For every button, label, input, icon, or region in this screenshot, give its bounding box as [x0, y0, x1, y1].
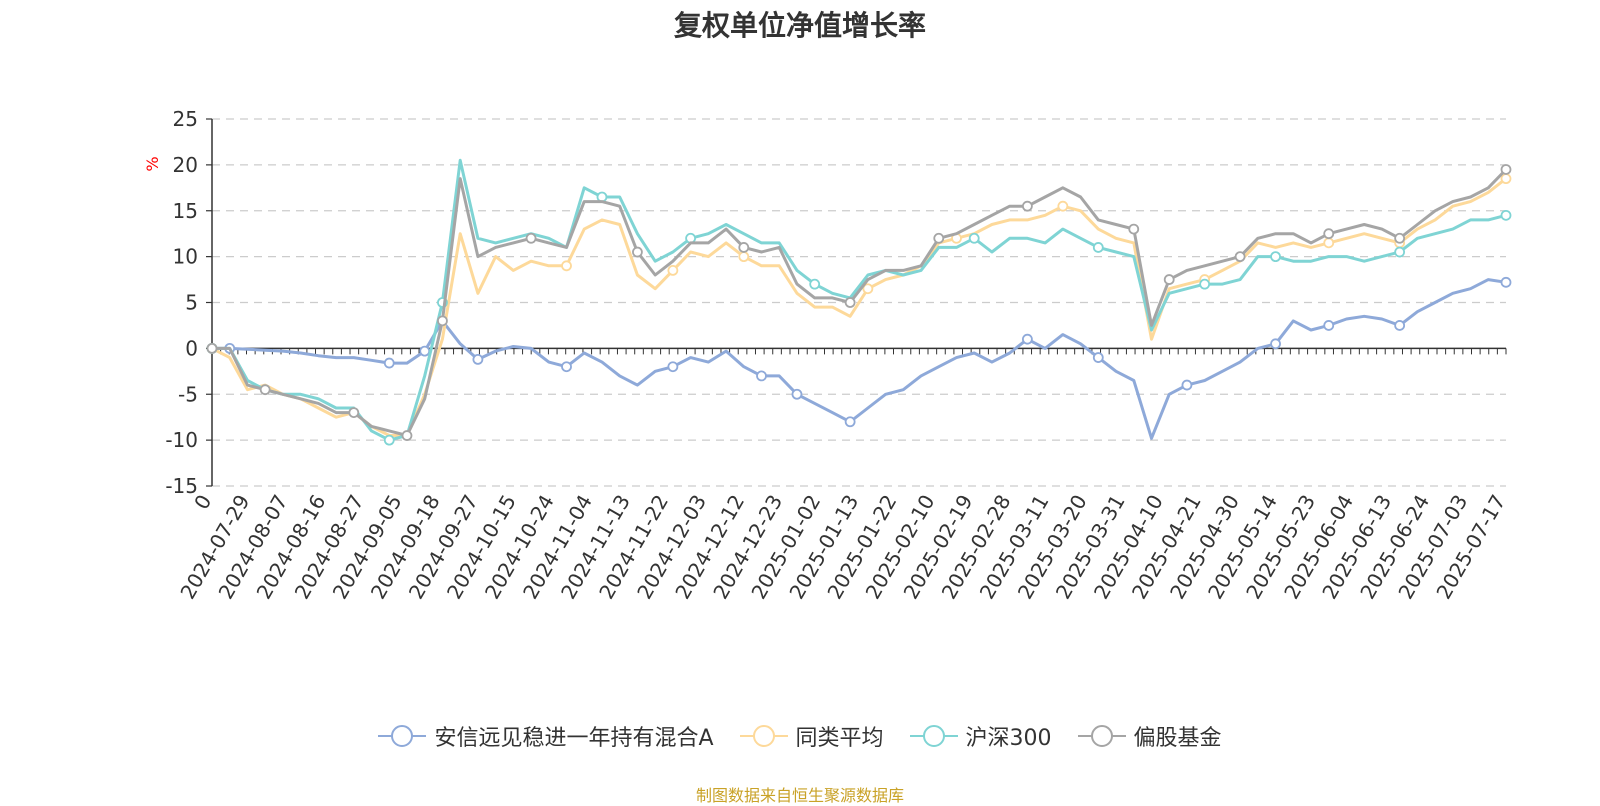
data-point-series-4 [259, 384, 271, 396]
series-line-1 [210, 278, 1508, 440]
legend-swatch-series-2 [739, 725, 788, 747]
data-point-series-4 [1128, 223, 1140, 235]
y-tick-label: -10 [165, 428, 198, 452]
data-point-series-3 [968, 232, 980, 244]
legend-label-series-4: 偏股基金 [1133, 726, 1222, 751]
data-point-series-4 [348, 407, 360, 419]
data-point-series-1 [1021, 333, 1033, 345]
data-point-series-2 [1057, 200, 1069, 212]
data-point-series-4 [738, 242, 750, 253]
legend-swatch-series-1 [378, 725, 427, 747]
data-point-series-4 [1394, 232, 1406, 244]
data-point-series-3 [383, 434, 395, 446]
chart-title: 复权单位净值增长率 [673, 9, 926, 42]
data-point-series-1 [1092, 352, 1104, 363]
legend-label-series-2: 同类平均 [795, 726, 884, 751]
legend-label-series-3: 沪深300 [965, 726, 1052, 751]
data-point-series-1 [756, 370, 767, 382]
y-tick-label: 10 [173, 245, 198, 269]
y-tick-label: 25 [173, 107, 198, 131]
legend-item-series-1[interactable]: 安信远见稳进一年持有混合A [378, 720, 714, 752]
data-point-series-3 [1270, 251, 1281, 263]
data-point-series-2 [667, 264, 679, 276]
data-point-series-1 [561, 361, 572, 373]
data-point-series-3 [1394, 246, 1406, 258]
data-point-series-1 [383, 357, 395, 369]
x-tick-label: 0 [189, 491, 216, 514]
legend-item-series-4[interactable]: 偏股基金 [1077, 720, 1222, 752]
series-line-2 [210, 177, 1508, 437]
data-point-series-4 [206, 342, 218, 354]
data-point-series-3 [809, 278, 821, 290]
legend-swatch-series-3 [909, 725, 958, 747]
y-tick-label: 20 [173, 153, 198, 177]
data-point-series-1 [1500, 276, 1512, 288]
y-tick-label: 5 [185, 291, 198, 315]
y-tick-label: -15 [165, 474, 198, 498]
data-point-series-1 [419, 345, 431, 357]
data-point-series-2 [561, 260, 572, 272]
data-point-series-2 [1323, 237, 1335, 249]
y-tick-label: -5 [178, 382, 198, 406]
data-point-series-4 [632, 246, 643, 258]
data-point-series-3 [1199, 278, 1211, 290]
axis-layer: -15-10-5051015202502024-07-292024-08-072… [165, 107, 1510, 603]
data-point-series-3 [1092, 242, 1104, 253]
data-point-series-4 [1163, 274, 1175, 285]
data-point-series-1 [667, 361, 679, 373]
legend-swatch-series-4 [1077, 725, 1126, 747]
data-point-series-4 [525, 232, 537, 244]
data-point-series-4 [1323, 228, 1335, 240]
y-tick-label: 15 [173, 199, 198, 223]
series-line-3 [210, 158, 1508, 442]
data-point-series-3 [1500, 209, 1512, 221]
data-point-series-4 [1500, 164, 1512, 175]
data-point-series-1 [1181, 379, 1193, 391]
data-point-series-4 [933, 232, 945, 244]
data-source-note: 制图数据来自恒生聚源数据库 [695, 786, 904, 805]
data-point-series-1 [1270, 338, 1281, 350]
data-point-series-1 [844, 416, 856, 428]
data-point-series-4 [844, 297, 856, 308]
data-point-series-4 [437, 315, 448, 327]
y-axis-unit-label: % [143, 156, 162, 171]
data-point-series-2 [1500, 173, 1512, 185]
series-layer [206, 158, 1512, 446]
data-point-series-1 [1394, 320, 1406, 331]
series-line-4 [210, 168, 1508, 437]
data-point-series-1 [1323, 320, 1335, 331]
data-point-series-4 [401, 430, 413, 441]
data-point-series-1 [791, 388, 803, 400]
legend-item-series-2[interactable]: 同类平均 [739, 720, 884, 752]
legend[interactable]: 安信远见稳进一年持有混合A 同类平均 沪深300 偏股基金 [0, 720, 1600, 752]
grid-layer [212, 118, 1506, 487]
legend-label-series-1: 安信远见稳进一年持有混合A [434, 726, 714, 751]
data-point-series-4 [1234, 251, 1246, 263]
data-point-series-2 [738, 251, 750, 263]
data-point-series-2 [862, 283, 874, 295]
legend-item-series-3[interactable]: 沪深300 [909, 720, 1052, 752]
data-point-series-1 [472, 353, 484, 365]
y-tick-label: 0 [185, 336, 198, 360]
data-point-series-4 [1021, 200, 1033, 212]
